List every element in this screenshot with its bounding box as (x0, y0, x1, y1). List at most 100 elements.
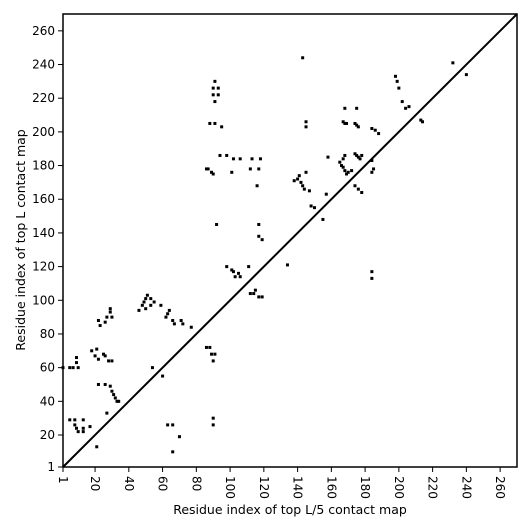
contact-point (339, 164, 343, 168)
contact-point (113, 396, 117, 400)
contact-point (307, 189, 311, 193)
contact-point (107, 359, 111, 363)
contact-point (393, 74, 397, 78)
contact-point (144, 307, 148, 311)
y-tick-label: 140 (32, 226, 55, 240)
contact-point (93, 354, 97, 358)
contact-point (353, 152, 357, 156)
contact-points (61, 56, 468, 454)
contact-point (304, 120, 308, 124)
y-tick-label: 220 (32, 91, 55, 105)
contact-point (149, 297, 153, 301)
x-tick-label: 240 (459, 476, 473, 499)
contact-point (206, 167, 210, 171)
contact-point (81, 430, 85, 434)
contact-point (171, 450, 175, 454)
contact-point (356, 125, 360, 129)
contact-point (166, 312, 170, 316)
x-tick-label: 80 (189, 476, 203, 491)
y-tick-label: 180 (32, 159, 55, 173)
contact-point (208, 121, 212, 125)
contact-point (373, 128, 377, 132)
contact-point (343, 169, 347, 173)
contact-point (407, 105, 411, 109)
contact-point (312, 206, 316, 210)
contact-point (370, 270, 374, 274)
contact-point (177, 435, 181, 439)
contact-point (105, 315, 109, 319)
contact-point (304, 125, 308, 129)
contact-point (81, 426, 85, 430)
contact-point (103, 354, 107, 358)
contact-point (301, 56, 305, 60)
contact-point (164, 315, 168, 319)
contact-point (370, 159, 374, 163)
contact-point (419, 118, 423, 122)
contact-point (88, 425, 92, 429)
contact-point (145, 293, 149, 297)
contact-point (377, 132, 381, 136)
contact-point (81, 418, 85, 422)
x-tick-label: 1 (56, 476, 70, 484)
contact-point (179, 318, 183, 322)
contact-point (75, 356, 78, 360)
contact-point (356, 187, 360, 191)
contact-point (341, 120, 345, 124)
contact-point (115, 399, 119, 403)
contact-point (73, 423, 77, 427)
x-tick-label: 120 (257, 476, 271, 499)
diagonal-line (62, 13, 518, 468)
contact-point (225, 265, 229, 269)
contact-point (451, 61, 455, 65)
contact-point (297, 174, 301, 178)
contact-point (296, 177, 300, 181)
contact-point (257, 167, 261, 171)
contact-point (238, 157, 242, 161)
contact-point (355, 123, 359, 127)
contact-point (171, 423, 175, 427)
contact-point (211, 172, 215, 176)
contact-point (370, 276, 374, 280)
x-tick-label: 60 (156, 476, 170, 491)
contact-point (237, 271, 241, 275)
contact-point (345, 121, 349, 125)
contact-point (360, 191, 364, 195)
y-tick-label: 40 (40, 394, 55, 408)
x-tick-label: 100 (223, 476, 237, 499)
contact-point (166, 423, 170, 427)
contact-point (211, 359, 215, 363)
contact-point (204, 345, 208, 349)
contact-point (395, 79, 399, 83)
y-tick-label: 80 (40, 327, 55, 341)
x-axis-ticks: 1 20 40 60 80 100 120 140 160 180 200 220 240 260 (56, 467, 507, 499)
contact-point (309, 204, 313, 208)
contact-point (96, 382, 100, 386)
contact-point (105, 411, 109, 415)
contact-point (102, 352, 106, 356)
contact-point (338, 160, 342, 164)
contact-point (95, 445, 99, 449)
contact-point (355, 106, 359, 110)
contact-point (258, 157, 262, 161)
contact-point (230, 268, 234, 272)
contact-point (304, 170, 308, 174)
contact-point (260, 238, 264, 242)
contact-point (321, 217, 325, 221)
contact-point (117, 399, 121, 403)
contact-point (149, 303, 153, 307)
contact-point (95, 347, 99, 351)
contact-point (204, 167, 208, 171)
contact-point (346, 170, 350, 174)
contact-point (96, 318, 100, 322)
plot-frame (62, 13, 518, 468)
contact-point (189, 325, 193, 329)
contact-point (103, 382, 107, 386)
contact-point (301, 184, 305, 188)
contact-point (343, 153, 347, 157)
contact-point (137, 308, 141, 312)
y-tick-label: 60 (40, 361, 55, 375)
contact-point (110, 359, 114, 363)
contact-point (213, 79, 217, 83)
